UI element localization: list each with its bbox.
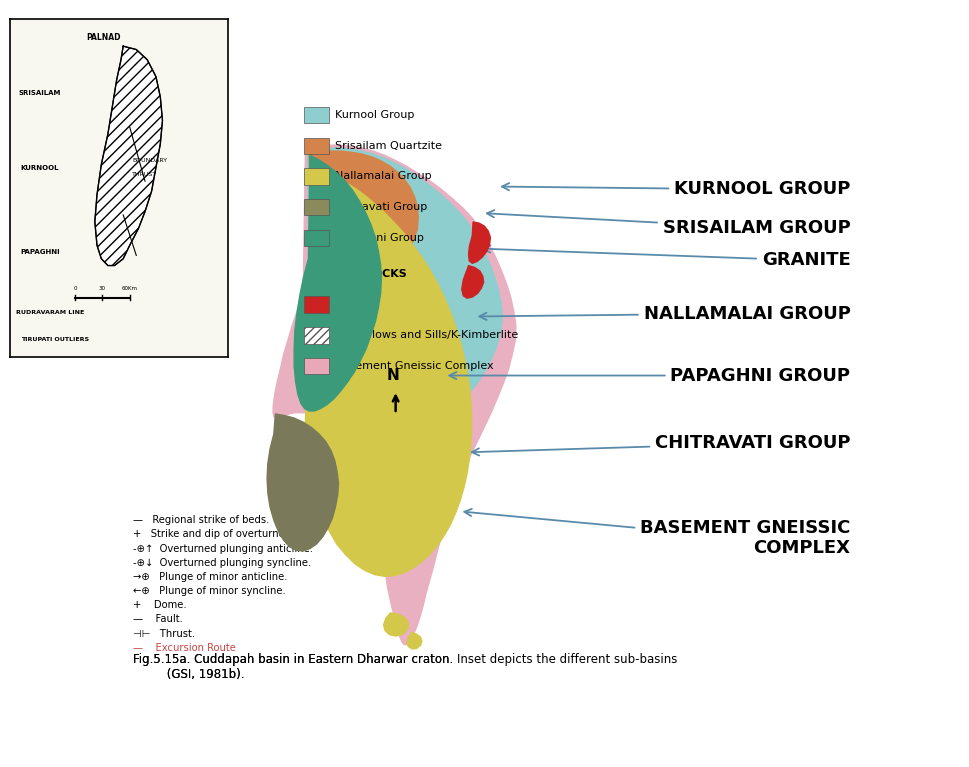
Text: BOUNDARY: BOUNDARY: [132, 159, 167, 163]
Polygon shape: [95, 46, 162, 265]
Text: Basic flows and Sills/K-Kimberlite: Basic flows and Sills/K-Kimberlite: [334, 331, 517, 341]
Text: 60Km: 60Km: [122, 286, 138, 291]
Polygon shape: [294, 155, 381, 411]
Text: (GSI, 1981b).: (GSI, 1981b).: [133, 669, 244, 681]
Text: Fig.5.15a. Cuddapah basin in Eastern Dharwar craton.: Fig.5.15a. Cuddapah basin in Eastern Dha…: [133, 653, 456, 666]
Text: BASEMENT GNEISSIC
COMPLEX: BASEMENT GNEISSIC COMPLEX: [464, 509, 850, 558]
Text: KURNOOL GROUP: KURNOOL GROUP: [501, 180, 850, 199]
Text: KURNOOL: KURNOOL: [20, 165, 59, 171]
Text: PAPAGHNI: PAPAGHNI: [20, 249, 60, 255]
Text: →⊕   Plunge of minor anticline.: →⊕ Plunge of minor anticline.: [133, 572, 287, 582]
Polygon shape: [407, 633, 422, 649]
Text: Kurnool Group: Kurnool Group: [334, 110, 414, 120]
Text: ←⊕   Plunge of minor syncline.: ←⊕ Plunge of minor syncline.: [133, 586, 285, 596]
FancyBboxPatch shape: [303, 357, 328, 374]
Text: Nallamalai Group: Nallamalai Group: [334, 172, 431, 182]
Text: —    Fault.: — Fault.: [133, 614, 182, 624]
Polygon shape: [383, 613, 408, 636]
Text: Fig.5.15a. Cuddapah basin in Eastern Dharwar craton. Inset depicts the different: Fig.5.15a. Cuddapah basin in Eastern Dha…: [133, 653, 676, 681]
Text: SRISAILAM: SRISAILAM: [18, 91, 61, 97]
Text: Granite: Granite: [334, 300, 376, 310]
Text: +    Dome.: + Dome.: [133, 601, 186, 611]
Polygon shape: [273, 145, 516, 645]
Text: Srisailam Quartzite: Srisailam Quartzite: [334, 141, 441, 151]
Text: TIRUPATI OUTLIERS: TIRUPATI OUTLIERS: [20, 337, 88, 342]
Polygon shape: [309, 151, 418, 265]
Text: -⊕↑  Overturned plunging anticline.: -⊕↑ Overturned plunging anticline.: [133, 544, 312, 554]
Polygon shape: [468, 222, 490, 263]
Text: Chitravati Group: Chitravati Group: [334, 202, 426, 212]
Text: 0: 0: [74, 286, 77, 291]
Text: Basement Gneissic Complex: Basement Gneissic Complex: [334, 361, 493, 371]
Text: —   Regional strike of beds.: — Regional strike of beds.: [133, 515, 268, 525]
Text: THRUST: THRUST: [132, 172, 157, 177]
Text: 30: 30: [99, 286, 106, 291]
Text: SRISAILAM GROUP: SRISAILAM GROUP: [486, 210, 850, 237]
FancyBboxPatch shape: [303, 168, 328, 185]
Text: -⊕↓  Overturned plunging syncline.: -⊕↓ Overturned plunging syncline.: [133, 558, 310, 568]
Text: +   Strike and dip of overturned beds.: + Strike and dip of overturned beds.: [133, 529, 321, 539]
Text: N: N: [387, 368, 399, 384]
Polygon shape: [461, 265, 484, 298]
FancyBboxPatch shape: [303, 107, 328, 123]
Text: GRANITE: GRANITE: [483, 245, 850, 269]
FancyBboxPatch shape: [303, 199, 328, 216]
FancyBboxPatch shape: [303, 296, 328, 313]
Polygon shape: [307, 148, 502, 443]
Text: ⊣⊢   Thrust.: ⊣⊢ Thrust.: [133, 629, 195, 639]
FancyBboxPatch shape: [303, 327, 328, 344]
Text: IGNEOUS ROCKS: IGNEOUS ROCKS: [303, 269, 406, 279]
Text: PALNAD: PALNAD: [86, 33, 120, 42]
Text: RUDRAVARAM LINE: RUDRAVARAM LINE: [16, 311, 84, 315]
Polygon shape: [266, 414, 338, 551]
FancyBboxPatch shape: [303, 137, 328, 154]
Text: PAPAGHNI GROUP: PAPAGHNI GROUP: [449, 367, 850, 384]
Text: NALLAMALAI GROUP: NALLAMALAI GROUP: [479, 304, 850, 322]
Text: CHITRAVATI GROUP: CHITRAVATI GROUP: [471, 434, 850, 456]
Text: —    Excursion Route: — Excursion Route: [133, 643, 235, 653]
Text: Papaghni Group: Papaghni Group: [334, 233, 423, 243]
Polygon shape: [305, 178, 471, 576]
FancyBboxPatch shape: [303, 229, 328, 246]
